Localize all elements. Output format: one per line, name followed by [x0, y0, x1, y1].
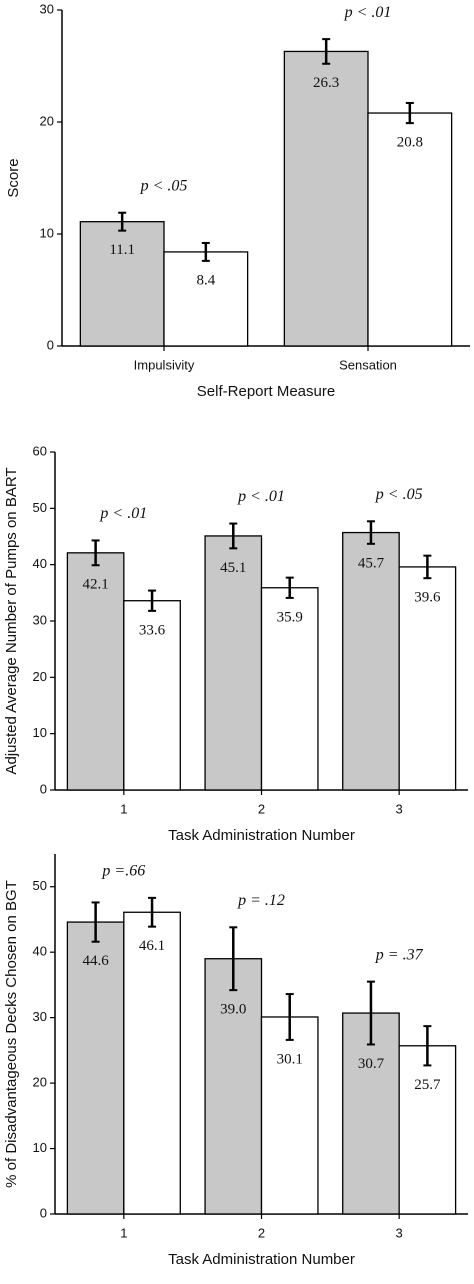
data-label: 45.7: [358, 555, 385, 571]
y-tick-label: 50: [33, 878, 47, 893]
bar: [283, 50, 369, 347]
y-tick-label: 20: [40, 113, 54, 128]
data-label: 39.0: [220, 1002, 246, 1018]
data-label: 30.1: [277, 1051, 303, 1067]
x-tick-label: 1: [120, 1225, 127, 1240]
y-tick-label: 20: [33, 669, 47, 684]
y-tick-label: 50: [33, 500, 47, 515]
y-tick-label: 10: [40, 225, 54, 240]
bar: [66, 921, 125, 1215]
data-label: 45.1: [220, 560, 246, 576]
bar: [342, 1012, 400, 1215]
annotation: p < .01: [344, 4, 392, 21]
y-axis-label: % of Disadvantageous Decks Chosen on BGT: [3, 880, 20, 1188]
bar: [342, 531, 400, 791]
data-label: 35.9: [277, 609, 303, 625]
annotation: p < .05: [375, 486, 423, 503]
y-tick-label: 60: [33, 443, 47, 458]
data-label: 11.1: [109, 242, 135, 258]
bar: [204, 535, 263, 791]
data-label: 39.6: [414, 590, 441, 606]
data-label: 20.8: [397, 135, 423, 151]
x-tick-label: Sensation: [339, 357, 397, 372]
bar: [204, 958, 263, 1215]
data-label: 46.1: [139, 938, 165, 954]
data-label: 8.4: [196, 272, 215, 288]
data-label: 30.7: [358, 1056, 385, 1072]
data-label: 33.6: [139, 622, 166, 638]
data-label: 25.7: [414, 1077, 441, 1093]
x-tick-label: 3: [396, 1225, 403, 1240]
data-label: 26.3: [313, 75, 339, 91]
y-axis-label: Score: [5, 158, 22, 197]
annotation: p < .05: [140, 177, 188, 194]
bar: [123, 911, 181, 1215]
bar: [79, 221, 165, 347]
x-tick-label: 3: [396, 801, 403, 816]
data-label: 42.1: [82, 577, 108, 593]
y-tick-label: 10: [33, 1140, 47, 1155]
bar: [260, 587, 319, 791]
y-tick-label: 0: [40, 781, 47, 796]
y-tick-label: 0: [40, 1205, 47, 1220]
bar: [367, 112, 453, 347]
y-tick-label: 10: [33, 725, 47, 740]
y-tick-label: 20: [33, 1075, 47, 1090]
y-tick-label: 40: [33, 556, 47, 571]
data-label: 44.6: [82, 953, 109, 969]
y-tick-label: 0: [47, 337, 54, 352]
bar: [260, 1016, 319, 1215]
annotation: p < .01: [99, 505, 147, 522]
bar: [123, 600, 181, 791]
x-tick-label: Impulsivity: [134, 357, 195, 372]
y-tick-label: 40: [33, 944, 47, 959]
y-tick-label: 30: [40, 1, 54, 16]
bar: [398, 1045, 457, 1215]
annotation: p = .12: [237, 892, 285, 909]
bar: [163, 251, 249, 347]
y-tick-label: 30: [33, 1009, 47, 1024]
y-tick-label: 30: [33, 612, 47, 627]
x-tick-label: 2: [258, 1225, 265, 1240]
y-axis-label: Adjusted Average Number of Pumps on BART: [3, 467, 20, 774]
x-axis-label: Task Administration Number: [168, 827, 355, 844]
annotation: p < .01: [237, 488, 285, 505]
x-tick-label: 2: [258, 801, 265, 816]
x-tick-label: 1: [120, 801, 127, 816]
x-axis-label: Self-Report Measure: [197, 383, 335, 400]
annotation: p =.66: [101, 863, 145, 880]
annotation: p = .37: [375, 946, 424, 963]
x-axis-label: Task Administration Number: [168, 1251, 355, 1268]
